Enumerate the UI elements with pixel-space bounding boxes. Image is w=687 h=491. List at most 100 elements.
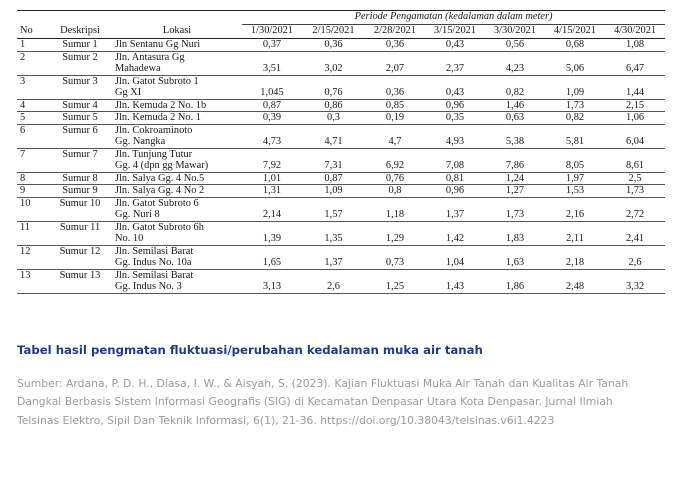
- lokasi-line: No. 10: [115, 233, 144, 244]
- depth-value: 1,37: [302, 245, 365, 270]
- row-lokasi: Jln. Antasura Gg Mahadewa: [112, 51, 242, 76]
- table-row: 8 Sumur 8 Jln. Salya Gg. 4 No.5 1,01 0,87 0,7…: [17, 172, 666, 185]
- depth-value: 1,25: [365, 269, 425, 294]
- row-lokasi: Jln. Gatot Subroto 1 Gg XI: [112, 75, 242, 100]
- lokasi-line: Gg. Indus No. 10a: [115, 257, 192, 268]
- row-no: 5: [17, 111, 48, 125]
- lokasi-line: Jln. Gatot Subroto 6h: [115, 221, 204, 233]
- depth-value: 0,3: [302, 111, 365, 125]
- depth-value: 5,81: [545, 124, 605, 149]
- depth-value: 4,23: [485, 51, 545, 76]
- depth-value: 1,65: [242, 245, 302, 270]
- depth-value: 0,36: [302, 38, 365, 52]
- depth-value: 7,86: [485, 148, 545, 173]
- row-no: 2: [17, 51, 48, 76]
- depth-value: 1,43: [425, 269, 485, 294]
- depth-value: 2,5: [605, 172, 666, 185]
- depth-value: 1,06: [605, 111, 666, 125]
- depth-value: 3,51: [242, 51, 302, 76]
- depth-value: 8,05: [545, 148, 605, 173]
- groundwater-depth-table: Periode Pengamatan (kedalaman dalam mete…: [17, 10, 666, 294]
- depth-value: 0,37: [242, 38, 302, 52]
- row-no: 4: [17, 99, 48, 112]
- lokasi-line: Jln. Salya Gg. 4 No.5: [115, 172, 205, 184]
- table-body: 1 Sumur 1 Jln Sentanu Gg Nuri 0,37 0,36 0,36 0…: [17, 38, 666, 294]
- row-deskripsi: Sumur 6: [48, 124, 112, 149]
- row-deskripsi: Sumur 2: [48, 51, 112, 76]
- table-row: 13 Sumur 13 Jln. Semilasi Barat Gg. Indus N…: [17, 269, 666, 294]
- header-deskripsi: Deskripsi: [48, 24, 112, 39]
- lokasi-line: Jln. Antasura Gg: [115, 51, 185, 63]
- lokasi-line: Jln. Semilasi Barat: [115, 269, 194, 281]
- depth-value: 6,92: [365, 148, 425, 173]
- depth-value: 1,35: [302, 221, 365, 246]
- row-no: 3: [17, 75, 48, 100]
- lokasi-line: Gg. Indus No. 3: [115, 281, 182, 292]
- row-lokasi: Jln Sentanu Gg Nuri: [112, 38, 242, 52]
- lokasi-line: Gg XI: [115, 87, 142, 98]
- depth-value: 3,32: [605, 269, 666, 294]
- table-row: 11 Sumur 11 Jln. Gatot Subroto 6h No. 10 1,3…: [17, 221, 666, 246]
- depth-value: 0,73: [365, 245, 425, 270]
- depth-value: 1,83: [485, 221, 545, 246]
- row-deskripsi: Sumur 8: [48, 172, 112, 185]
- depth-value: 1,46: [485, 99, 545, 112]
- depth-value: 4,93: [425, 124, 485, 149]
- depth-value: 0,87: [302, 172, 365, 185]
- depth-value: 0,43: [425, 38, 485, 52]
- depth-value: 0,96: [425, 184, 485, 198]
- table-row: 3 Sumur 3 Jln. Gatot Subroto 1 Gg XI 1,045 0,…: [17, 75, 666, 100]
- depth-value: 1,97: [545, 172, 605, 185]
- row-lokasi: Jln. Semilasi Barat Gg. Indus No. 3: [112, 269, 242, 294]
- row-lokasi: Jln. Salya Gg. 4 No 2: [112, 184, 242, 198]
- row-deskripsi: Sumur 11: [48, 221, 112, 246]
- row-deskripsi: Sumur 1: [48, 38, 112, 52]
- row-lokasi: Jln. Gatot Subroto 6 Gg. Nuri 8: [112, 197, 242, 222]
- depth-value: 0,19: [365, 111, 425, 125]
- depth-value: 4,71: [302, 124, 365, 149]
- depth-value: 2,72: [605, 197, 666, 222]
- depth-value: 2,15: [605, 99, 666, 112]
- row-no: 9: [17, 184, 48, 198]
- header-date: 1/30/2021: [242, 24, 302, 39]
- row-deskripsi: Sumur 4: [48, 99, 112, 112]
- depth-value: 1,08: [605, 38, 666, 52]
- depth-value: 0,63: [485, 111, 545, 125]
- header-date: 2/28/2021: [365, 24, 425, 39]
- row-deskripsi: Sumur 10: [48, 197, 112, 222]
- depth-value: 1,18: [365, 197, 425, 222]
- depth-value: 1,73: [605, 184, 666, 198]
- row-lokasi: Jln. Salya Gg. 4 No.5: [112, 172, 242, 185]
- row-deskripsi: Sumur 9: [48, 184, 112, 198]
- row-no: 7: [17, 148, 48, 173]
- depth-value: 0,36: [365, 38, 425, 52]
- lokasi-line: Gg. Nangka: [115, 136, 166, 147]
- header-lokasi: Lokasi: [112, 24, 242, 39]
- depth-value: 0,35: [425, 111, 485, 125]
- depth-value: 1,73: [545, 99, 605, 112]
- depth-value: 7,92: [242, 148, 302, 173]
- depth-value: 4,7: [365, 124, 425, 149]
- depth-value: 1,86: [485, 269, 545, 294]
- lokasi-line: Jln. Tunjung Tutur: [115, 148, 193, 160]
- row-lokasi: Jln. Gatot Subroto 6h No. 10: [112, 221, 242, 246]
- depth-value: 0,76: [365, 172, 425, 185]
- header-loc-spacer: [112, 10, 242, 25]
- depth-value: 2,18: [545, 245, 605, 270]
- lokasi-line: Mahadewa: [115, 63, 161, 74]
- depth-value: 5,38: [485, 124, 545, 149]
- depth-value: 2,41: [605, 221, 666, 246]
- depth-value: 0,56: [485, 38, 545, 52]
- row-no: 8: [17, 172, 48, 185]
- depth-value: 0,68: [545, 38, 605, 52]
- lokasi-line: Jln. Semilasi Barat: [115, 245, 194, 257]
- depth-value: 1,24: [485, 172, 545, 185]
- table-row: 12 Sumur 12 Jln. Semilasi Barat Gg. Indus N…: [17, 245, 666, 270]
- depth-value: 6,04: [605, 124, 666, 149]
- depth-value: 2,6: [605, 245, 666, 270]
- row-lokasi: Jln. Semilasi Barat Gg. Indus No. 10a: [112, 245, 242, 270]
- depth-value: 2,14: [242, 197, 302, 222]
- header-date: 2/15/2021: [302, 24, 365, 39]
- header-date: 3/15/2021: [425, 24, 485, 39]
- row-no: 1: [17, 38, 48, 52]
